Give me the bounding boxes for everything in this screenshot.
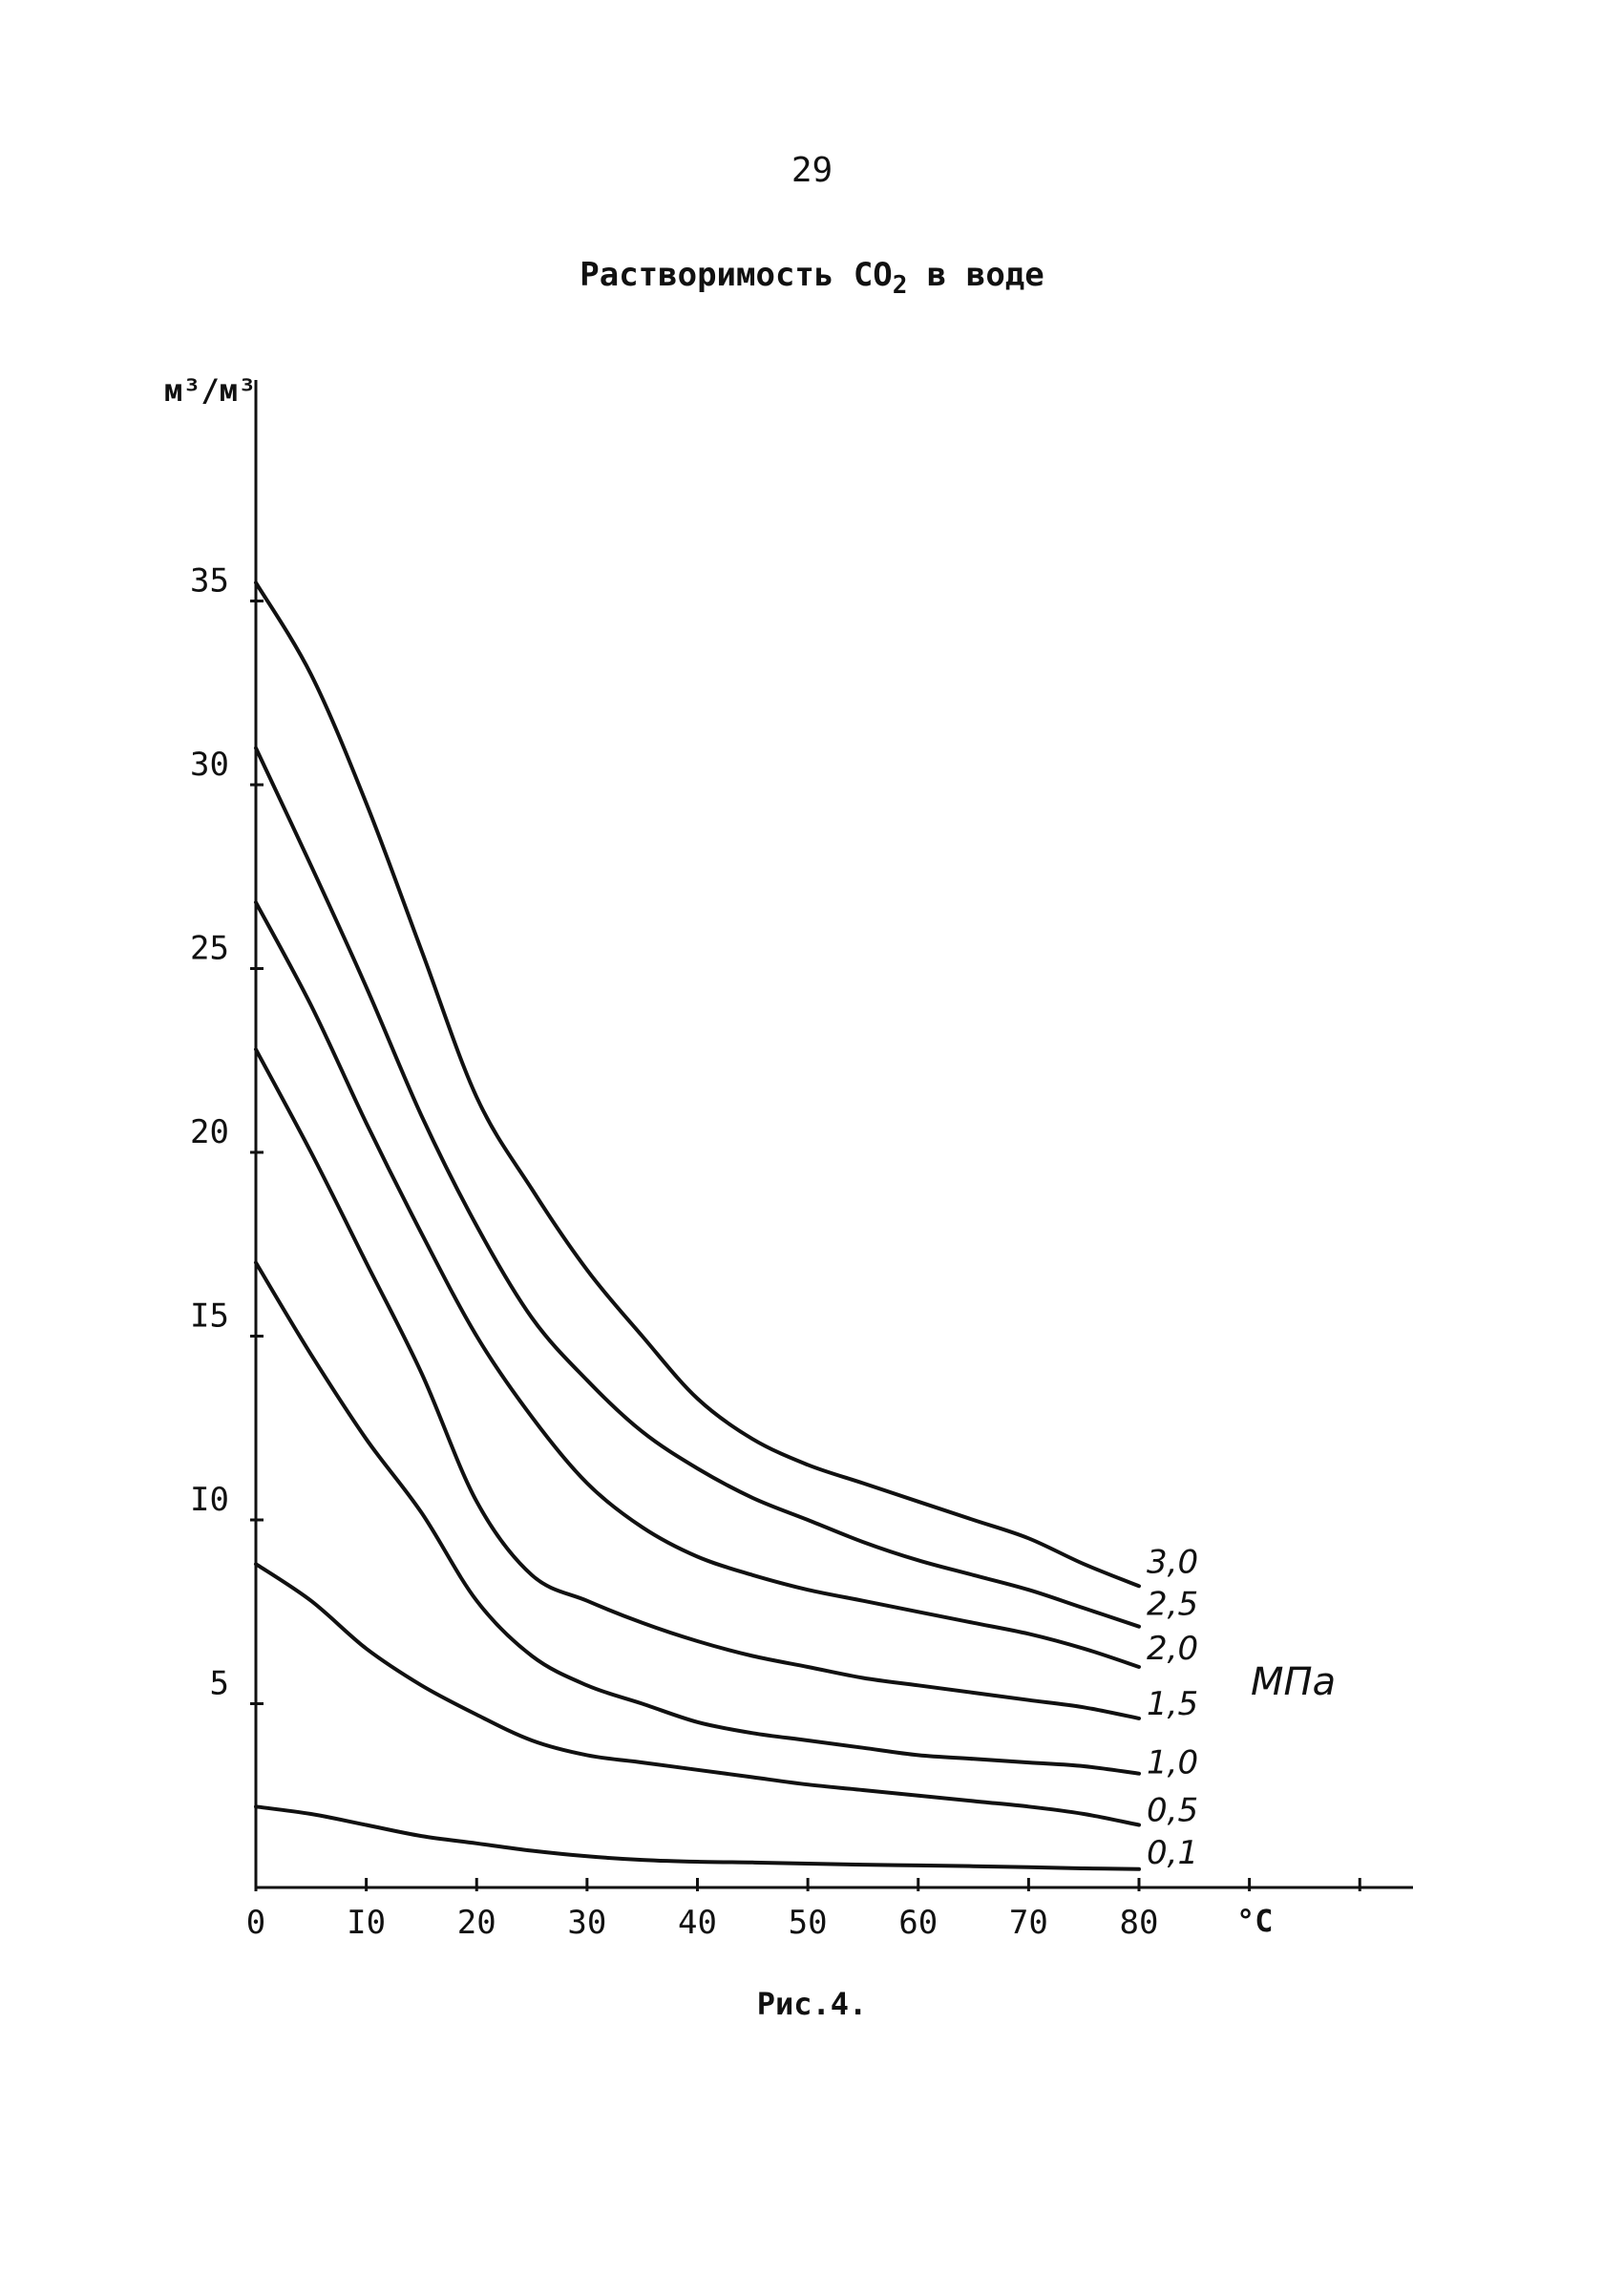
series-label-2: 2,0: [1147, 1630, 1198, 1668]
series-label-0: 3,0: [1147, 1543, 1198, 1581]
y-tick-label: 35: [190, 562, 229, 601]
series-line-3: [254, 1047, 1141, 1720]
ticks: 0 I0 20 30 40 50 60 70 80 5 I0 I5 20 25 30 35: [190, 562, 1361, 1942]
y-tick-label: 30: [190, 746, 229, 784]
series-line-4: [254, 1260, 1141, 1776]
y-tick-label: 20: [190, 1113, 229, 1151]
series-line-2: [254, 900, 1141, 1669]
x-tick-label: 50: [789, 1904, 828, 1942]
series-line-6: [254, 1804, 1141, 1871]
series-label-6: 0,1: [1147, 1834, 1198, 1872]
y-tick-label: 5: [210, 1665, 229, 1703]
x-tick-label: 20: [457, 1904, 496, 1942]
x-tick-label: 70: [1009, 1904, 1048, 1942]
x-tick-label: 0: [246, 1904, 265, 1942]
x-tick-label: 30: [567, 1904, 606, 1942]
figure-caption: Рис.4.: [756, 1986, 868, 2022]
y-axis-label: м³/м³: [164, 372, 256, 409]
series-label-5: 0,5: [1147, 1792, 1198, 1830]
series-lines: 3,0 2,5 2,0 1,5 1,0 0,5 0,1: [254, 580, 1198, 1872]
x-axis-label: °C: [1236, 1903, 1274, 1939]
series-line-5: [254, 1562, 1141, 1827]
x-tick-label: I0: [347, 1904, 386, 1942]
series-line-0: [254, 580, 1141, 1589]
chart-title-main: Растворимость CO: [580, 256, 893, 294]
series-label-4: 1,0: [1147, 1744, 1198, 1782]
y-tick-label: I0: [190, 1481, 229, 1519]
y-tick-label: I5: [190, 1297, 229, 1336]
series-line-1: [254, 746, 1141, 1629]
series-unit-label: МПа: [1251, 1660, 1336, 1704]
chart-title: Растворимость CO2 в воде: [0, 256, 1624, 300]
axes: [254, 380, 1413, 1889]
chart-title-subscript: 2: [892, 270, 908, 300]
x-tick-label: 40: [678, 1904, 717, 1942]
x-tick-label: 80: [1120, 1904, 1159, 1942]
y-tick-label: 25: [190, 930, 229, 968]
series-label-1: 2,5: [1147, 1586, 1198, 1624]
series-label-3: 1,5: [1147, 1685, 1198, 1723]
page-number: 29: [791, 151, 833, 190]
chart-title-suffix: в воде: [926, 256, 1044, 294]
x-tick-label: 60: [898, 1904, 938, 1942]
labels: м³/м³ °C МПа: [164, 372, 1336, 1939]
